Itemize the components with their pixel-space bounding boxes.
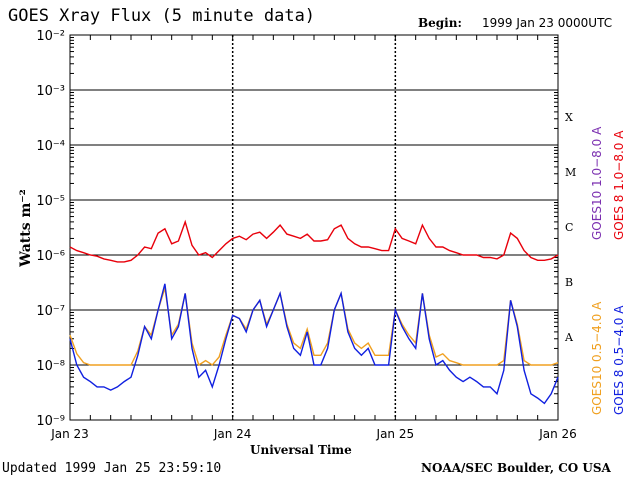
y-tick-label: 10⁻³: [36, 84, 65, 99]
y-tick-label: 10⁻²: [36, 29, 65, 44]
series-line: [69, 283, 559, 405]
chart-title: GOES Xray Flux (5 minute data): [8, 6, 316, 26]
x-tick-label: Jan 26: [538, 427, 577, 441]
x-tick-label: Jan 23: [50, 427, 89, 441]
credit-text: NOAA/SEC Boulder, CO USA: [421, 461, 611, 475]
series-line: [69, 287, 559, 367]
y-tick-labels: 10⁻⁹ 10⁻⁸ 10⁻⁷ 10⁻⁶ 10⁻⁵ 10⁻⁴ 10⁻³ 10⁻²: [36, 29, 65, 429]
flare-class-label: A: [564, 331, 574, 344]
series-group: [69, 219, 559, 405]
begin-value: 1999 Jan 23 0000UTC: [482, 16, 613, 30]
legend-entry: GOES10 1.0−8.0 A: [590, 126, 604, 240]
series-line: [69, 219, 559, 263]
flare-class-label: X: [565, 111, 573, 124]
y-tick-label: 10⁻⁹: [36, 414, 65, 429]
flare-class-labels: A B C M X: [564, 111, 576, 344]
y-tick-label: 10⁻⁶: [36, 249, 65, 264]
legend-entry: GOES10 0.5−4.0 A: [590, 301, 604, 415]
x-tick-labels: Jan 23 Jan 24 Jan 25 Jan 26: [50, 427, 577, 441]
x-tick-label: Jan 25: [376, 427, 415, 441]
y-tick-label: 10⁻⁷: [36, 304, 65, 319]
flare-class-label: B: [565, 276, 573, 289]
flare-class-label: C: [565, 221, 573, 234]
x-axis-label: Universal Time: [250, 443, 352, 457]
y-tick-label: 10⁻⁴: [36, 139, 65, 154]
begin-label: Begin:: [418, 16, 462, 30]
flare-class-label: M: [565, 166, 576, 179]
updated-timestamp: Updated 1999 Jan 25 23:59:10: [2, 461, 222, 476]
x-tick-label: Jan 24: [213, 427, 252, 441]
y-tick-label: 10⁻⁵: [36, 194, 65, 209]
legend-entry: GOES 8 1.0−8.0 A: [612, 130, 626, 240]
y-tick-label: 10⁻⁸: [36, 359, 65, 374]
legend-entry: GOES 8 0.5−4.0 A: [612, 305, 626, 415]
